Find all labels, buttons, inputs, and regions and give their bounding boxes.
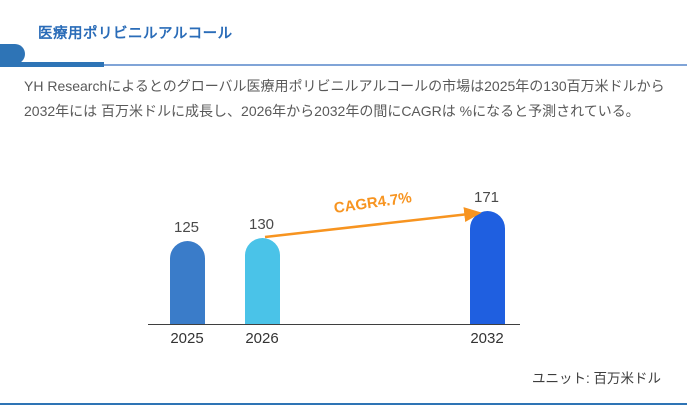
unit-label: ユニット: 百万米ドル [531, 371, 661, 386]
x-tick-2032: 2032 [470, 330, 504, 347]
x-axis-labels: 2025 2026 2032 [148, 330, 520, 350]
page-title: 医療用ポリビニルアルコール [38, 26, 233, 42]
bar-value-label: 171 [473, 189, 500, 206]
bar-value-label: 130 [248, 216, 275, 233]
title-accent-bar [0, 62, 104, 67]
bar-2025 [169, 241, 205, 324]
market-summary-text: YH Researchによるとのグローバル医療用ポリビニルアルコールの市場は20… [24, 78, 665, 119]
cagr-arrow [264, 207, 482, 239]
x-tick-2025: 2025 [170, 330, 204, 347]
bar-2026 [244, 238, 280, 324]
bar-2032 [469, 211, 505, 324]
title-accent-tab [0, 44, 25, 64]
x-tick-2026: 2026 [245, 330, 279, 347]
bottom-border-rule [0, 403, 687, 405]
bar-plot: CAGR4.7% 125 130 171 [148, 185, 520, 325]
title-underline-rule [0, 64, 687, 66]
bar-value-label: 125 [173, 219, 200, 236]
